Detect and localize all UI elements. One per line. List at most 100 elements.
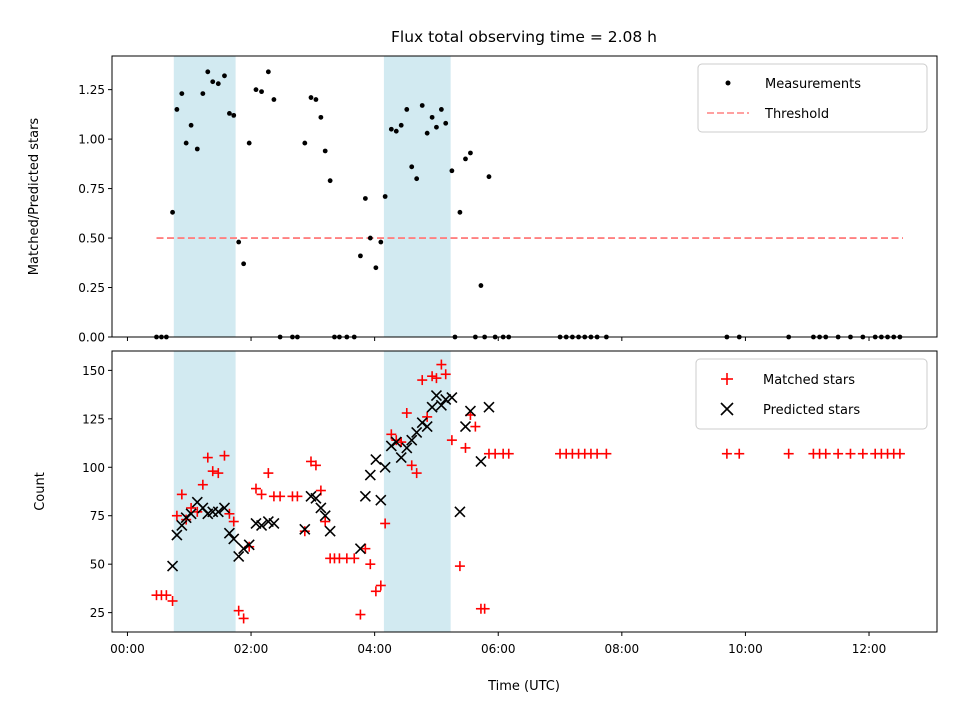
measurement-point	[362, 196, 368, 201]
legend-predicted-marker	[720, 402, 734, 416]
matched-star-point	[375, 580, 386, 591]
matched-star-point	[427, 371, 438, 382]
matched-star-point	[436, 359, 447, 370]
predicted-star-stroke-b	[262, 515, 274, 528]
matched-star-point	[365, 559, 376, 570]
measurement-point	[241, 261, 247, 267]
matched-star-point	[833, 448, 844, 459]
measurement-point	[419, 103, 425, 108]
predicted-star-point	[375, 494, 387, 506]
predicted-star-point	[464, 405, 476, 417]
predicted-star-point	[176, 519, 188, 531]
bottom-legend-box	[695, 358, 928, 430]
bot-ytick-label: 50	[90, 558, 105, 572]
bottom-x-ticks: 00:00 02:00 04:00 06:00 08:00 10:00 12:00	[110, 632, 886, 656]
matched-star-point	[299, 526, 310, 537]
matched-star-point	[370, 586, 381, 597]
measurement-point	[308, 95, 314, 100]
matched-star-point	[167, 595, 178, 606]
top-ytick-label: 0.75	[78, 182, 105, 196]
matched-star-point	[422, 411, 433, 422]
predicted-star-stroke-b	[176, 519, 188, 531]
matched-star-point	[197, 479, 208, 490]
predicted-star-point	[238, 543, 250, 555]
predicted-star-point	[185, 508, 197, 520]
matched-star-point	[176, 489, 187, 500]
measurement-point	[463, 156, 468, 162]
matched-star-point	[734, 448, 745, 459]
measurement-point	[231, 112, 237, 118]
predicted-star-stroke-b	[319, 510, 331, 522]
matched-star-point	[224, 508, 235, 519]
matched-star-point	[470, 421, 481, 432]
predicted-star-point	[243, 539, 255, 551]
top-axes-frame	[111, 55, 938, 338]
measurement-point	[183, 140, 189, 146]
predicted-star-stroke-b	[228, 533, 240, 545]
bottom-legend: Matched stars Predicted stars	[695, 358, 928, 430]
matched-star-point	[446, 435, 457, 446]
measurement-point	[468, 150, 473, 156]
legend-matched-marker	[721, 373, 733, 385]
matched-star-point	[592, 448, 603, 459]
matched-star-point	[721, 448, 732, 459]
predicted-star-point	[268, 517, 280, 530]
measurement-point	[486, 174, 492, 180]
measurement-point	[382, 194, 388, 199]
measurement-point	[215, 81, 221, 87]
measurement-point	[378, 239, 384, 245]
top-y-axis-label: Matched/Predicted stars	[27, 118, 42, 276]
measurement-point	[388, 126, 394, 132]
matched-star-point	[783, 448, 794, 459]
xtick-label: 06:00	[481, 642, 516, 656]
predicted-star-stroke-b	[212, 506, 224, 518]
predicted-star-stroke-b	[250, 517, 262, 530]
top-panel: Flux total observing time = 2.08 h 0.000…	[27, 28, 938, 345]
matched-star-point	[181, 514, 192, 525]
predicted-star-stroke-b	[440, 393, 452, 406]
predicted-star-point	[354, 543, 366, 555]
bot-ytick-label: 75	[90, 509, 105, 523]
predicted-star-point	[223, 527, 235, 539]
measurement-point	[327, 178, 333, 184]
matched-star-point	[213, 468, 224, 479]
predicted-star-point	[310, 492, 322, 504]
measurement-point	[271, 97, 277, 102]
bottom-panel: 25 50 75 100 125 150 00:00 02:00 04:00 06:00 08:0…	[33, 350, 938, 694]
matched-star-point	[207, 466, 218, 477]
xtick-label: 00:00	[110, 642, 145, 656]
bot-shaded-region-0	[173, 351, 236, 632]
predicted-star-point	[406, 434, 418, 446]
matched-star-point	[219, 450, 230, 461]
predicted-star-point	[454, 506, 466, 518]
chart-title: Flux total observing time = 2.08 h	[391, 28, 657, 46]
predicted-star-stroke-b	[191, 496, 203, 508]
legend-predicted-label: Predicted stars	[763, 403, 860, 418]
matched-star-point	[440, 369, 451, 380]
predicted-star-stroke-b	[305, 490, 317, 502]
matched-star-point	[256, 489, 267, 500]
predicted-star-stroke-b	[379, 461, 391, 473]
predicted-star-point	[233, 550, 245, 562]
legend-threshold-label: Threshold	[764, 107, 829, 122]
predicted-star-stroke-b	[243, 539, 255, 551]
matched-star-point	[454, 561, 465, 572]
predicted-star-stroke-b	[299, 523, 311, 535]
matched-star-point	[186, 502, 197, 513]
measurement-point	[438, 107, 444, 112]
predicted-star-stroke-b	[406, 434, 418, 446]
matched-star-point	[355, 609, 366, 620]
top-y-ticks: 0.00 0.25 0.50 0.75 1.00 1.25	[78, 83, 112, 345]
top-shaded-region-0	[173, 56, 236, 337]
matched-star-point	[233, 605, 244, 616]
predicted-star-point	[459, 421, 472, 433]
bottom-y-axis-label: Count	[33, 472, 48, 511]
predicted-star-point	[430, 390, 443, 402]
measurement-point	[170, 209, 175, 215]
predicted-star-point	[359, 490, 371, 502]
matched-star-point	[894, 448, 905, 459]
matched-star-point	[845, 448, 856, 459]
predicted-star-stroke-b	[171, 529, 183, 541]
matched-star-point	[401, 408, 412, 419]
